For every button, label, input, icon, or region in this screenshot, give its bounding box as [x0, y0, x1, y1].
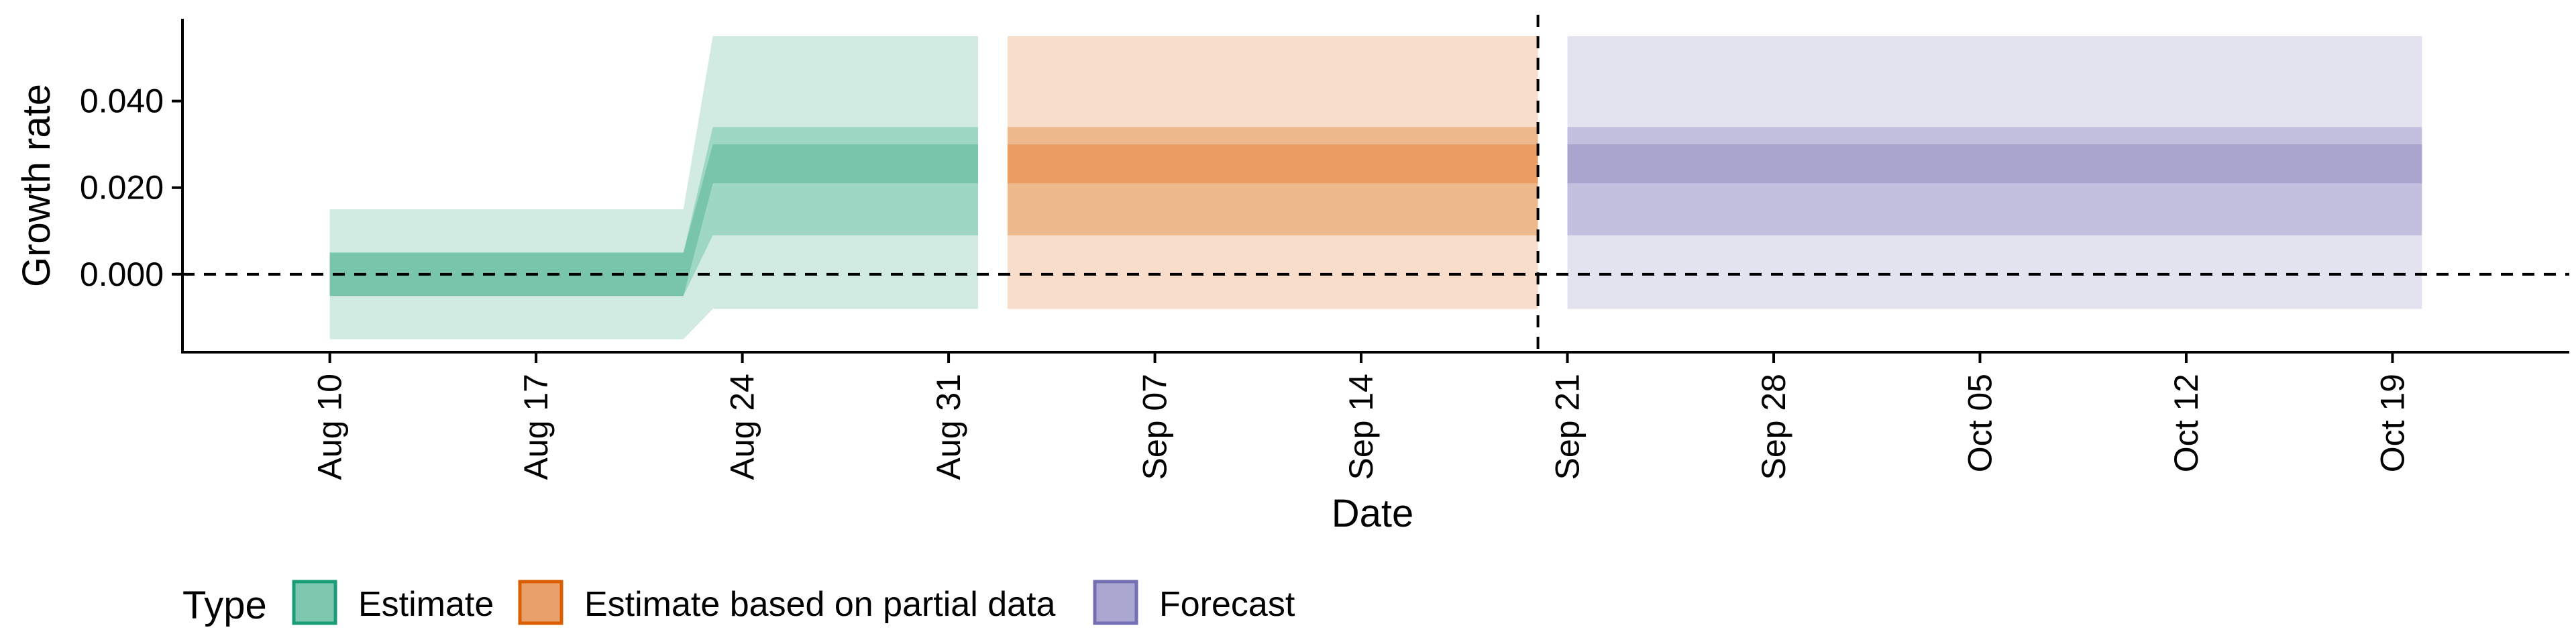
y-tick-label: 0.040 [80, 83, 164, 120]
legend-key-3 [1093, 580, 1138, 625]
x-tick-label: Sep 07 [1136, 374, 1174, 480]
x-tick-label: Aug 10 [311, 374, 349, 480]
estimate-band-20 [329, 144, 978, 297]
legend-label: Estimate based on partial data [584, 585, 1056, 624]
x-axis-title: Date [1332, 492, 1414, 535]
reference-line-layer [182, 15, 2569, 352]
legend-label: Forecast [1159, 585, 1295, 624]
x-tick-label: Oct 12 [2167, 374, 2205, 472]
x-tick-label: Aug 17 [517, 374, 555, 480]
legend-label: Estimate [358, 585, 494, 624]
y-tick-label: 0.000 [80, 256, 164, 293]
x-tick-label: Oct 19 [2373, 374, 2411, 472]
estimate-based-on-partial-data-band-20 [1007, 144, 1538, 184]
y-tick-label: 0.020 [80, 169, 164, 207]
legend-title: Type [182, 584, 267, 627]
x-tick-layer: Aug 10 Aug 17 Aug 24 Aug 31 Sep 07 Sep 14 Sep … [311, 352, 2411, 480]
x-tick-label: Sep 21 [1549, 374, 1587, 480]
x-tick-label: Oct 05 [1961, 374, 1998, 472]
band-layer [329, 36, 2422, 339]
x-tick-label: Sep 28 [1755, 374, 1792, 480]
x-tick-label: Sep 14 [1342, 374, 1380, 480]
forecast-band-20 [1567, 144, 2422, 184]
axes-layer [181, 19, 2569, 354]
y-tick-layer: 0.000 0.020 0.040 [80, 83, 182, 293]
legend-key-2 [518, 580, 564, 625]
legend: Type Estimate Estimate based on partial d… [182, 580, 1295, 627]
x-tick-label: Aug 31 [930, 374, 967, 480]
legend-key-1 [292, 580, 337, 625]
x-tick-label: Aug 24 [724, 374, 761, 480]
y-axis-title: Growth rate [15, 84, 58, 287]
